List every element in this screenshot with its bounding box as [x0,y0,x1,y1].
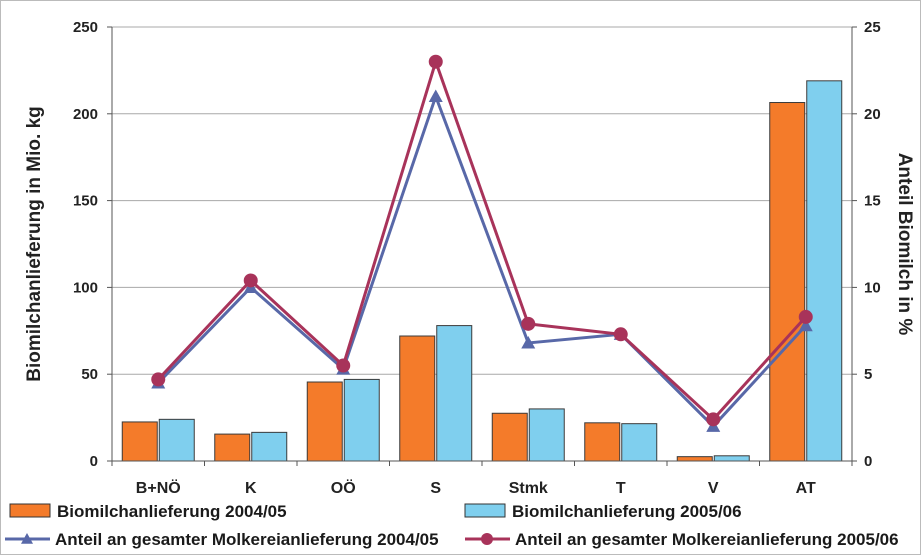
point-circle-2005-06 [243,273,258,288]
bar-2005-06 [528,408,565,462]
bar-2004-05 [214,433,251,462]
point-triangle-2004-05 [521,335,536,349]
point-circle-2005-06 [521,316,536,331]
x-tick-label: Stmk [509,480,548,497]
y2-tick-label: 5 [864,366,872,383]
y2-tick-label: 10 [864,279,881,296]
y-axis-title: Biomilchanlieferung in Mio. kg [24,106,45,382]
y-tick-label: 250 [73,19,98,36]
bar-2004-05 [676,456,713,462]
bar-2005-06 [713,455,750,462]
point-circle-2005-06 [798,309,813,324]
point-triangle-2004-05 [428,89,443,103]
bar-2005-06 [343,378,380,462]
y2-tick-label: 0 [864,453,872,470]
legend-swatch-bar [464,503,506,518]
y2-tick-label: 20 [864,106,881,123]
bar-2004-05 [306,381,343,462]
y-tick-label: 100 [73,279,98,296]
bar-2005-06 [251,431,288,462]
bar-2005-06 [436,325,473,462]
legend-label: Biomilchanlieferung 2004/05 [57,502,287,521]
legend-marker-triangle [21,533,33,544]
bar-2005-06 [621,423,658,462]
x-tick-label: OÖ [331,478,356,497]
legend-marker-circle [481,533,493,545]
x-tick-label: AT [796,480,816,497]
x-tick-label: K [245,480,257,497]
x-tick-label: T [616,480,626,497]
y-tick-label: 0 [90,453,98,470]
x-tick-label: B+NÖ [136,478,181,497]
legend-label: Biomilchanlieferung 2005/06 [512,502,742,521]
line-2005-06 [157,56,807,422]
point-circle-2005-06 [428,54,443,69]
point-triangle-2004-05 [798,318,813,332]
y2-axis-title: Anteil Biomilch in % [894,153,915,336]
point-circle-2005-06 [151,372,166,387]
point-circle-2005-06 [613,327,628,342]
bar-2005-06 [158,418,195,462]
y-tick-label: 50 [81,366,98,383]
line-2004-05 [157,91,807,429]
bar-2004-05 [399,335,436,462]
y-tick-label: 200 [73,106,98,123]
y-tick-label: 150 [73,193,98,210]
bar-2004-05 [491,412,528,462]
bar-2004-05 [121,421,158,462]
legend-swatch-bar [9,503,51,518]
bar-2005-06 [806,80,843,462]
y2-tick-label: 25 [864,19,881,36]
y2-tick-label: 15 [864,193,881,210]
point-circle-2005-06 [706,412,721,427]
bar-2004-05 [769,102,806,462]
point-circle-2005-06 [336,358,351,373]
legend-label: Anteil an gesamter Molkereianlieferung 2… [55,530,439,549]
x-tick-label: S [430,480,441,497]
x-tick-label: V [708,480,719,497]
bar-2004-05 [584,422,621,462]
legend-label: Anteil an gesamter Molkereianlieferung 2… [515,530,899,549]
